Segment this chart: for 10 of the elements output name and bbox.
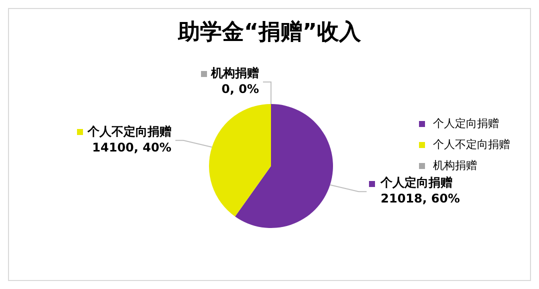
legend-label: 个人定向捐赠 bbox=[380, 176, 453, 190]
legend-label: 机构捐赠 bbox=[210, 66, 259, 80]
category-label: 机构捐赠 bbox=[433, 159, 477, 172]
data-label: 14100, 40% bbox=[92, 140, 172, 155]
category-label: 个人定向捐赠 bbox=[433, 117, 499, 130]
data-label: 21018, 60% bbox=[380, 192, 460, 206]
category-label: 个人不定向捐赠 bbox=[433, 138, 510, 151]
chart-title: 助学金“捐赠”收入 bbox=[176, 19, 362, 47]
text: 0, 0% bbox=[222, 82, 259, 96]
legend-label: 个人不定向捐赠 bbox=[86, 124, 172, 139]
